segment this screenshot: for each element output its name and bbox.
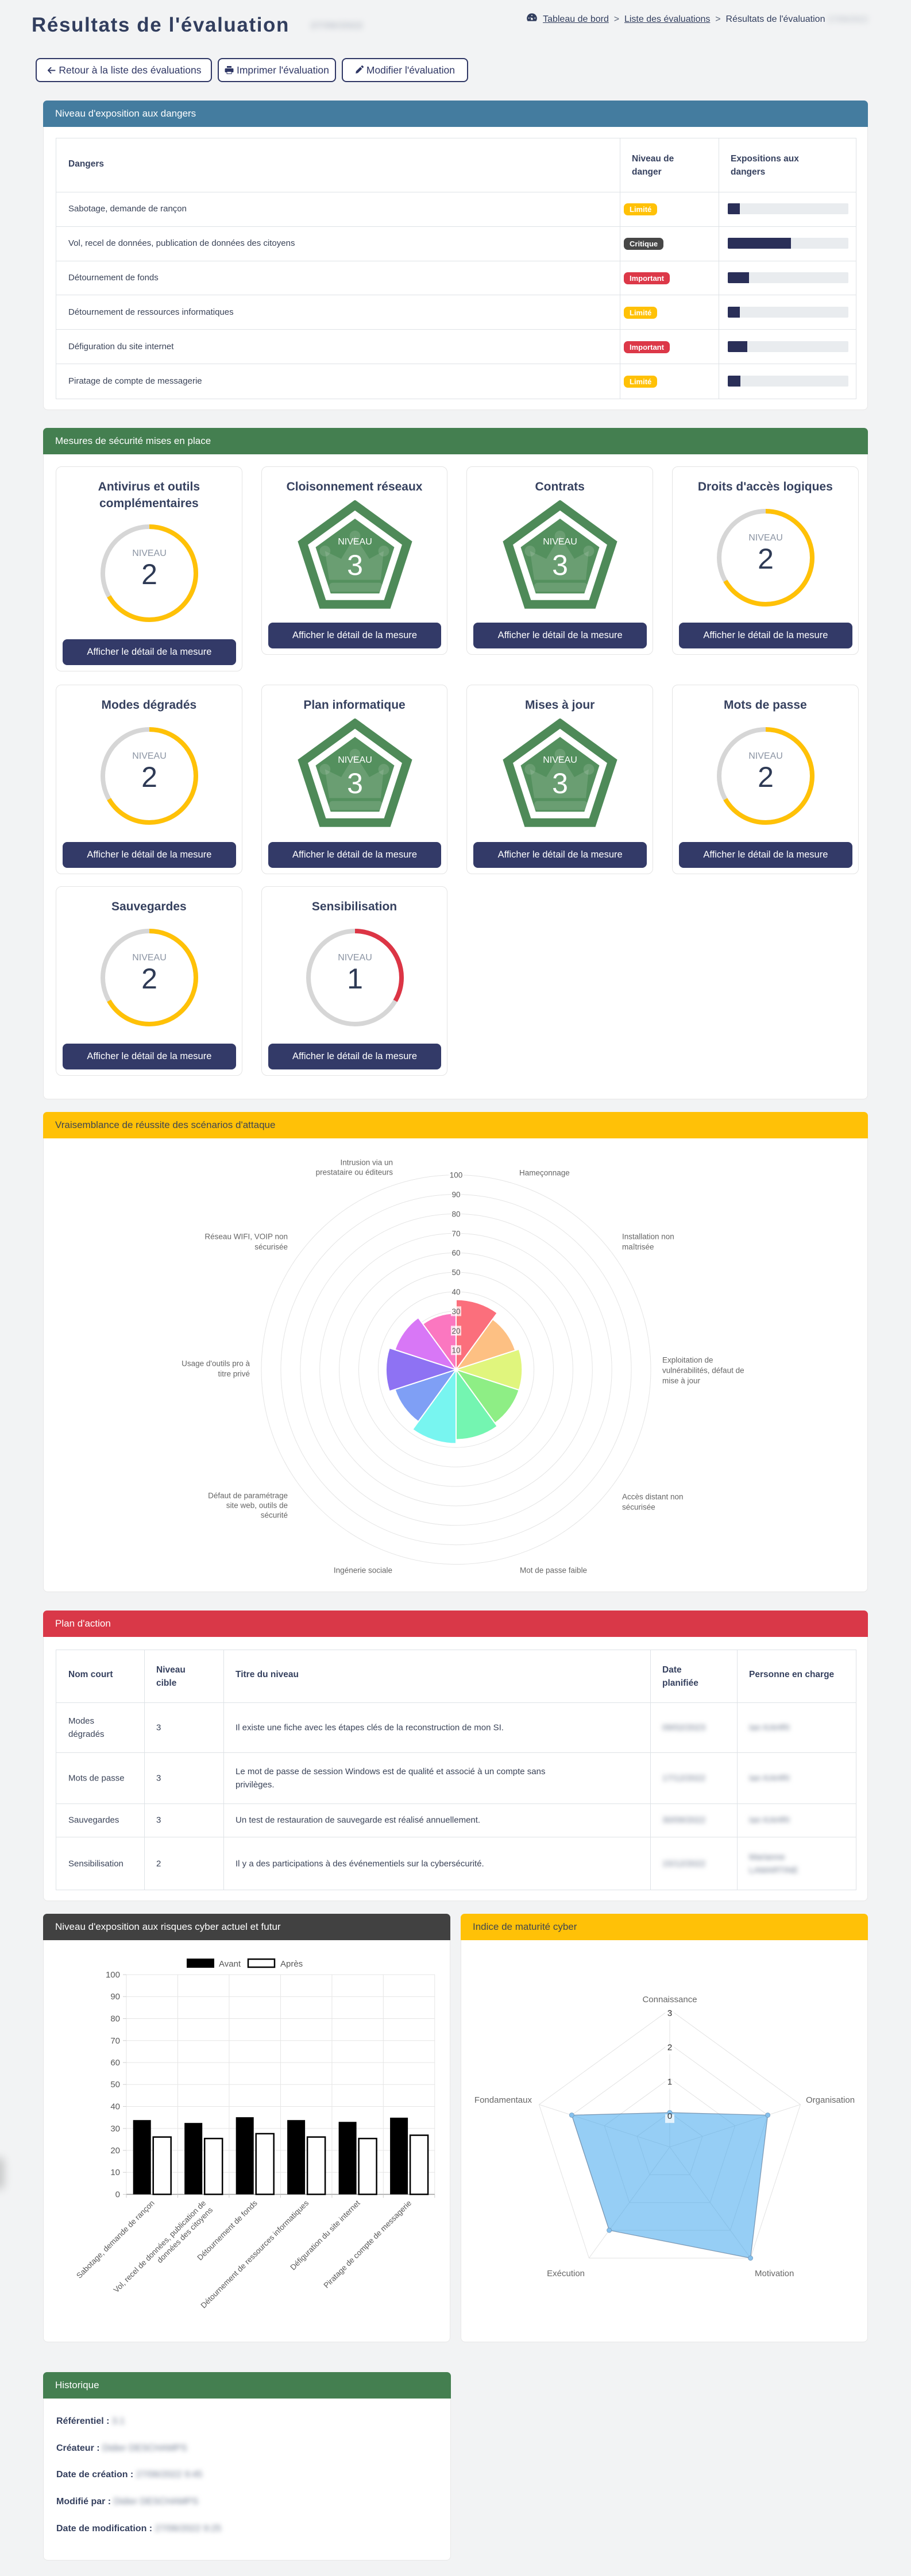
svg-text:NIVEAU: NIVEAU [132,549,167,558]
svg-text:2: 2 [141,558,157,590]
svg-text:10: 10 [110,2168,120,2177]
svg-text:2: 2 [141,963,157,995]
svg-text:Réseau WIFI, VOIP non: Réseau WIFI, VOIP non [204,1233,288,1241]
svg-text:NIVEAU: NIVEAU [748,533,783,543]
svg-text:1: 1 [347,963,363,995]
svg-text:Exploitation de: Exploitation de [662,1356,713,1365]
svg-text:50: 50 [110,2080,120,2090]
svg-text:Organisation: Organisation [806,2095,855,2105]
svg-text:80: 80 [451,1210,460,1219]
svg-text:NIVEAU: NIVEAU [338,755,372,765]
svg-text:70: 70 [110,2036,120,2046]
svg-text:NIVEAU: NIVEAU [338,537,372,547]
svg-text:site web, outils de: site web, outils de [226,1501,288,1510]
svg-text:30: 30 [110,2124,120,2134]
svg-text:2: 2 [758,761,774,793]
svg-text:30: 30 [451,1307,460,1316]
svg-text:Avant: Avant [219,1959,241,1969]
svg-text:NIVEAU: NIVEAU [543,755,578,765]
svg-text:NIVEAU: NIVEAU [748,751,783,761]
svg-text:3: 3 [347,767,363,800]
svg-text:NIVEAU: NIVEAU [132,953,167,963]
svg-text:20: 20 [451,1327,460,1335]
svg-text:40: 40 [110,2102,120,2112]
svg-text:NIVEAU: NIVEAU [338,953,372,963]
svg-text:70: 70 [451,1230,460,1238]
svg-text:prestataire ou éditeurs: prestataire ou éditeurs [316,1168,393,1177]
svg-text:2: 2 [758,543,774,575]
svg-text:3: 3 [667,2009,672,2018]
svg-text:40: 40 [451,1288,460,1296]
svg-text:NIVEAU: NIVEAU [132,751,167,761]
svg-text:1: 1 [667,2077,672,2087]
svg-text:10: 10 [451,1346,460,1355]
svg-text:50: 50 [451,1268,460,1277]
svg-text:Fondamentaux: Fondamentaux [474,2095,532,2105]
svg-text:mise à jour: mise à jour [662,1377,701,1385]
svg-text:maîtrisée: maîtrisée [622,1243,654,1252]
svg-text:Après: Après [280,1959,303,1969]
svg-text:90: 90 [451,1191,460,1199]
svg-text:80: 80 [110,2014,120,2024]
svg-text:100: 100 [450,1171,463,1180]
svg-text:titre privé: titre privé [218,1370,250,1378]
svg-text:Installation non: Installation non [622,1233,674,1241]
svg-text:Ingénerie sociale: Ingénerie sociale [334,1566,392,1575]
svg-text:20: 20 [110,2146,120,2156]
svg-text:Motivation: Motivation [755,2269,794,2278]
svg-text:Accès distant non: Accès distant non [622,1493,684,1501]
svg-text:NIVEAU: NIVEAU [543,537,578,547]
svg-text:60: 60 [451,1249,460,1258]
svg-text:Connaissance: Connaissance [642,1995,697,2005]
svg-text:sécurisée: sécurisée [254,1243,288,1252]
svg-text:90: 90 [110,1992,120,2002]
svg-text:100: 100 [106,1970,120,1980]
svg-text:60: 60 [110,2058,120,2068]
svg-text:3: 3 [552,549,568,581]
svg-text:Vol, recel de données, publica: Vol, recel de données, publication de [112,2199,208,2295]
svg-text:Intrusion via un: Intrusion via un [340,1158,393,1167]
svg-text:2: 2 [141,761,157,793]
svg-text:3: 3 [347,549,363,581]
svg-text:0: 0 [115,2190,120,2200]
svg-text:Usage d'outils pro à: Usage d'outils pro à [182,1360,250,1368]
svg-text:sécurisée: sécurisée [622,1503,655,1512]
svg-text:3: 3 [552,767,568,800]
svg-text:Exécution: Exécution [547,2269,585,2278]
svg-text:vulnérabilités, défaut de: vulnérabilités, défaut de [662,1366,744,1375]
svg-text:Défaut de paramétrage: Défaut de paramétrage [208,1492,288,1500]
svg-text:Hameçonnage: Hameçonnage [519,1169,570,1177]
svg-text:2: 2 [667,2043,672,2053]
svg-text:Piratage de compte de messager: Piratage de compte de messagerie [322,2199,414,2290]
svg-text:sécurité: sécurité [261,1511,288,1520]
svg-text:0: 0 [667,2111,672,2121]
svg-text:Mot de passe faible: Mot de passe faible [520,1566,587,1575]
svg-text:Détournement de ressources inf: Détournement de ressources informatiques [199,2199,311,2310]
